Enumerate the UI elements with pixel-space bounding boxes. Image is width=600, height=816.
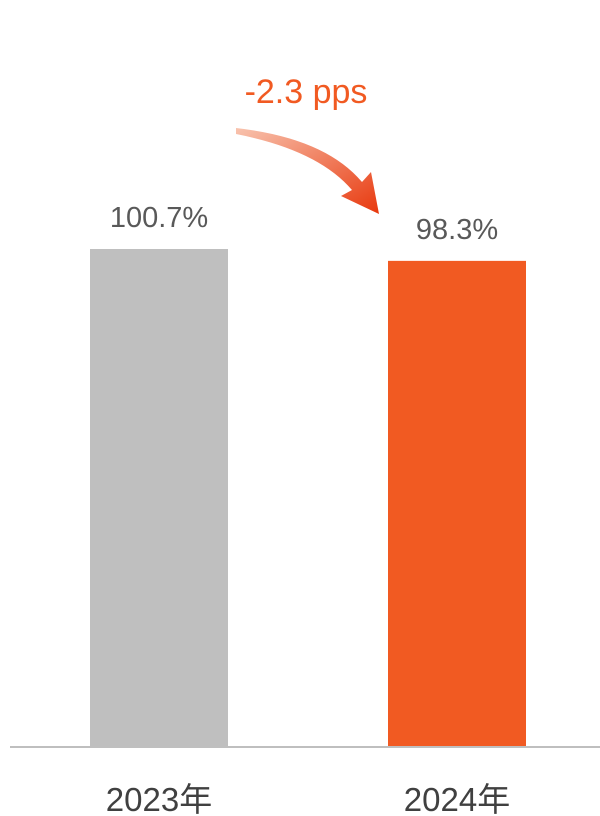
bar-1: [388, 260, 526, 747]
bar-0: [90, 249, 228, 747]
bars: [90, 249, 526, 747]
bar-value-label-1: 98.3%: [416, 214, 498, 246]
change-annotation: -2.3 pps: [236, 73, 379, 214]
bar-value-label-0: 100.7%: [110, 202, 208, 234]
category-label-0: 2023年: [106, 781, 212, 816]
category-label-1: 2024年: [404, 781, 510, 816]
change-annotation-label: -2.3 pps: [245, 73, 368, 111]
labels: 100.7% 2023年 98.3% 2024年: [106, 202, 510, 816]
curved-arrow-icon: [236, 128, 379, 214]
